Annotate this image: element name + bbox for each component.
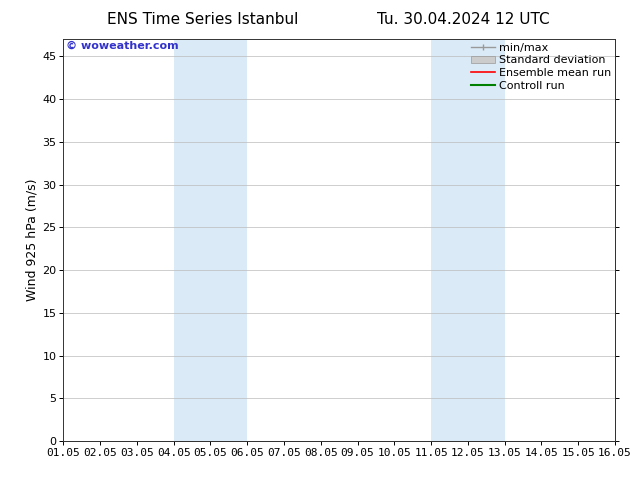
Text: ENS Time Series Istanbul: ENS Time Series Istanbul xyxy=(107,12,299,27)
Legend: min/max, Standard deviation, Ensemble mean run, Controll run: min/max, Standard deviation, Ensemble me… xyxy=(469,40,614,93)
Text: © woweather.com: © woweather.com xyxy=(66,41,179,51)
Bar xyxy=(431,39,505,441)
Text: Tu. 30.04.2024 12 UTC: Tu. 30.04.2024 12 UTC xyxy=(377,12,549,27)
Y-axis label: Wind 925 hPa (m/s): Wind 925 hPa (m/s) xyxy=(25,179,38,301)
Bar xyxy=(174,39,247,441)
